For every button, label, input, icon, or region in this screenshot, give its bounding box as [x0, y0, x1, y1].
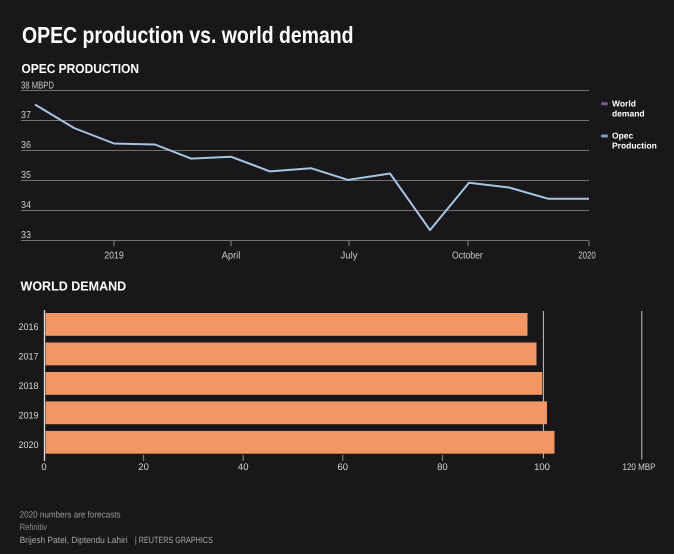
svg-text:Production: Production	[612, 141, 657, 151]
svg-text:40: 40	[238, 462, 249, 473]
svg-text:2019: 2019	[104, 251, 124, 262]
svg-text:OPEC PRODUCTION: OPEC PRODUCTION	[22, 61, 140, 76]
svg-text:WORLD DEMAND: WORLD DEMAND	[21, 279, 127, 294]
svg-text:Refinitiv: Refinitiv	[20, 522, 48, 532]
svg-text:Opec: Opec	[612, 131, 634, 141]
svg-text:demand: demand	[612, 108, 645, 118]
svg-text:37: 37	[21, 110, 31, 121]
svg-text:2017: 2017	[19, 352, 39, 363]
svg-text:60: 60	[338, 462, 349, 473]
svg-text:World: World	[612, 98, 636, 108]
svg-text:July: July	[341, 251, 358, 262]
svg-text:April: April	[222, 251, 241, 262]
svg-text:36: 36	[21, 140, 31, 151]
svg-text:100: 100	[534, 462, 550, 473]
svg-text:33: 33	[21, 230, 31, 241]
svg-text:October: October	[452, 251, 483, 262]
svg-text:120 MBP: 120 MBP	[623, 462, 656, 473]
svg-text:2020: 2020	[578, 251, 596, 262]
svg-text:2018: 2018	[19, 381, 39, 392]
svg-text:2016: 2016	[19, 322, 39, 333]
svg-text:2020 numbers are forecasts: 2020 numbers are forecasts	[20, 509, 121, 519]
svg-text:38 MBPD: 38 MBPD	[21, 81, 54, 92]
svg-text:20: 20	[138, 462, 149, 473]
svg-text:2020: 2020	[19, 440, 39, 451]
svg-text:2019: 2019	[19, 410, 39, 421]
svg-text:| REUTERS GRAPHICS: | REUTERS GRAPHICS	[135, 535, 213, 545]
svg-text:80: 80	[437, 462, 448, 473]
svg-text:34: 34	[21, 200, 31, 211]
svg-text:0: 0	[41, 462, 46, 473]
svg-text:Brijesh Patel, Diptendu Lahiri: Brijesh Patel, Diptendu Lahiri	[20, 535, 128, 545]
svg-text:35: 35	[21, 170, 31, 181]
